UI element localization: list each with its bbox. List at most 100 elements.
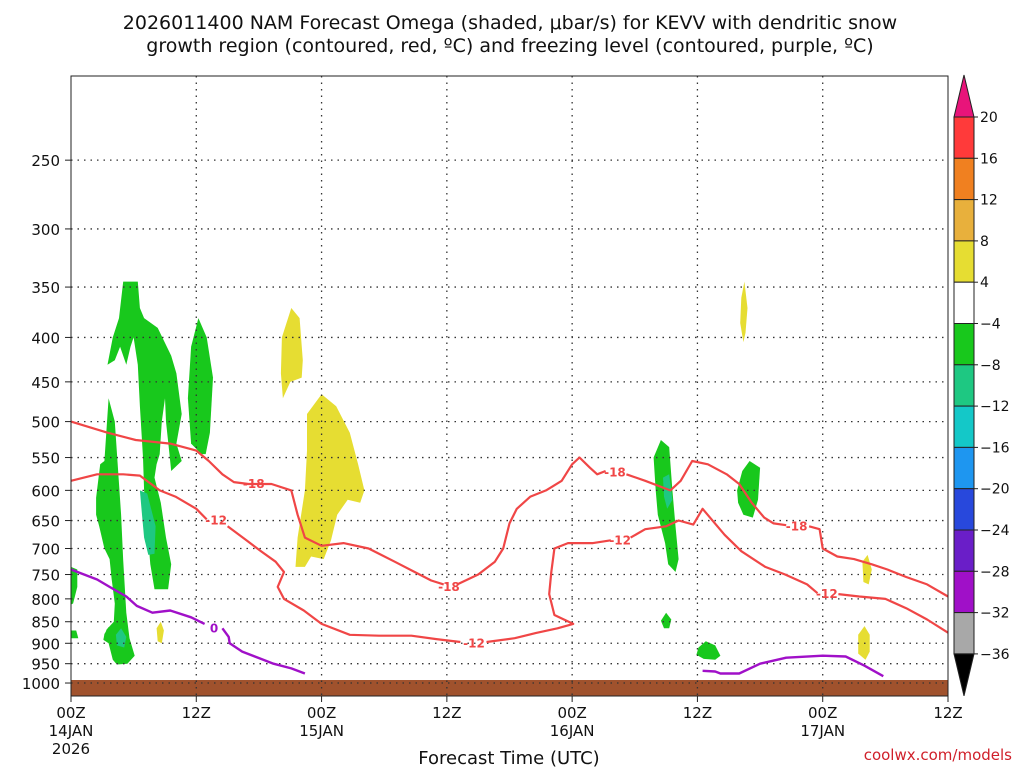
x-tick-label-5: 12Z [683,704,712,722]
omega-region-14 [295,394,365,567]
colorbar-bin-13 [953,612,975,655]
colorbar-label-6: −8 [980,358,1001,374]
omega-shading [71,281,872,665]
colorbar-bin-11 [953,529,975,572]
colorbar-bin-5 [953,281,975,325]
colorbar-label-7: −12 [980,399,1010,415]
contour-label-3: -18 [786,519,808,533]
colorbar-label-12: −32 [980,606,1010,622]
plot-background [71,76,948,696]
contour-line-6 [486,539,611,644]
contour-label-2: -18 [604,465,626,479]
y-tick-label-400: 400 [31,329,60,347]
colorbar-label-9: −20 [980,482,1010,498]
omega-region-6 [660,612,672,629]
y-tick-label-500: 500 [31,414,60,432]
omega-region-7 [696,641,721,660]
colorbar-bin-4 [953,240,975,283]
colorbar-bin-8 [953,405,975,448]
colorbar-label-8: −16 [980,440,1010,456]
y-tick-label-950: 950 [31,656,60,674]
colorbar-label-11: −28 [980,564,1010,580]
plot-border [70,75,949,697]
colorbar-bin-9 [953,446,975,490]
x-tick-date-0: 14JAN [49,722,94,740]
x-tick-label-1: 12Z [182,704,211,722]
colorbar-label-2: 12 [980,193,998,209]
colorbar: 20 16 12 8 4 −4 −8 −12 −16 −20 −24 −28 −32 −36 [953,74,1010,697]
contour-line-2 [626,459,787,527]
omega-region-5 [653,440,679,572]
x-tick-label-0: 00Z [56,704,85,722]
colorbar-bin-3 [953,199,975,242]
colorbar-bin-6 [953,323,975,366]
y-tick-label-350: 350 [31,279,60,297]
y-tick-label-650: 650 [31,513,60,531]
y-tick-label-700: 700 [31,540,60,558]
omega-region-18 [858,626,870,660]
colorbar-label-0: 20 [980,110,998,126]
colorbar-bin-0 [953,74,975,118]
y-tick-label-450: 450 [31,374,60,392]
omega-region-10 [139,490,156,555]
contour-label-0: -18 [243,477,265,491]
contour-line-3 [808,525,949,598]
omega-region-9 [103,627,113,640]
below-ground-terrain [71,680,948,696]
y-axis-pressure: 250 300 350 400 450 500 550 600 650 700 750 800 850 9… [22,152,71,693]
freezing-level-contour: 0 [70,568,884,678]
x-tick-label-3: 12Z [432,704,461,722]
x-tick-date-6: 17JAN [800,722,845,740]
colorbar-bin-1 [953,116,975,159]
colorbar-label-5: −4 [980,317,1001,333]
colorbar-bin-10 [953,488,975,531]
omega-region-12 [663,474,673,509]
omega-region-13 [280,308,303,399]
omega-region-4 [187,318,213,455]
contour-line-8 [838,593,949,634]
temperature-contours: -18 -18 -18 -18 -12 -12 -12 -12 [70,420,949,650]
omega-region-16 [740,281,748,343]
y-tick-label-750: 750 [31,567,60,585]
y-tick-label-850: 850 [31,614,60,632]
x-tick-label-6: 00Z [808,704,837,722]
y-tick-label-300: 300 [31,221,60,239]
y-tick-label-1000: 1000 [22,675,60,693]
omega-region-2 [96,398,135,665]
colorbar-bin-12 [953,570,975,614]
plot-area: -18 -18 -18 -18 -12 -12 -12 -12 0 [70,75,949,697]
freezing-level-line-0 [70,568,206,625]
y-tick-label-250: 250 [31,152,60,170]
contour-label-4: -12 [205,514,227,528]
colorbar-bin-14 [953,653,975,697]
colorbar-label-1: 16 [980,151,998,167]
y-tick-label-900: 900 [31,635,60,653]
x-tick-label-2: 00Z [307,704,336,722]
freezing-level-line-1 [221,627,306,675]
y-tick-label-800: 800 [31,591,60,609]
contour-label-8: -12 [816,587,838,601]
y-tick-label-600: 600 [31,482,60,500]
colorbar-label-13: −36 [980,647,1010,663]
x-axis-label: Forecast Time (UTC) [418,748,599,768]
colorbar-label-4: 4 [980,275,989,291]
freezing-level-line-2 [702,654,884,678]
chart-title-line2: growth region (contoured, red, ºC) and f… [146,35,873,57]
contour-label-6: -12 [463,636,485,650]
colorbar-bin-2 [953,157,975,201]
contour-label-1: -18 [438,580,460,594]
omega-region-8 [737,461,761,518]
contour-label-7: -12 [609,533,631,547]
colorbar-label-10: −24 [980,523,1010,539]
chart-title-line1: 2026011400 NAM Forecast Omega (shaded, μ… [123,12,897,34]
contour-line-0 [70,420,445,586]
contour-line-7 [630,507,819,595]
x-tick-label-7: 12Z [933,704,962,722]
contour-line-4 [70,473,208,521]
x-tick-year-0: 2026 [52,740,90,758]
colorbar-label-3: 8 [980,234,989,250]
contour-line-1 [456,456,607,586]
omega-region-3 [107,281,182,590]
